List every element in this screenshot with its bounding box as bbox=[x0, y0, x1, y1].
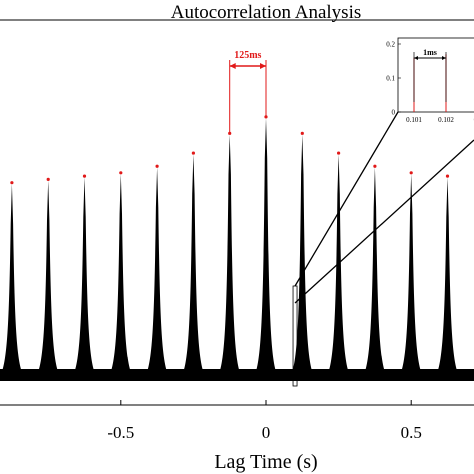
autocorrelation-peak bbox=[214, 134, 245, 381]
autocorrelation-peak bbox=[396, 173, 427, 381]
peak-marker bbox=[409, 171, 413, 175]
autocorrelation-peak bbox=[178, 154, 209, 381]
chart-title: Autocorrelation Analysis bbox=[171, 2, 362, 23]
annotation-label: 125ms bbox=[234, 50, 261, 61]
inset-annotation-label: 1ms bbox=[423, 48, 437, 57]
peak-marker bbox=[10, 181, 14, 185]
inset-frame bbox=[397, 37, 474, 113]
annotation-arrow-left bbox=[229, 63, 236, 69]
peak-marker bbox=[337, 151, 341, 155]
main-plot-area: -0.5 0 0.5 125ms bbox=[0, 19, 474, 442]
x-tick-label: 0 bbox=[262, 423, 271, 442]
peak-marker bbox=[373, 164, 377, 168]
zoom-connector-top bbox=[294, 111, 399, 287]
autocorrelation-peak bbox=[359, 167, 390, 381]
inset-annotation-arrow-right bbox=[442, 56, 446, 60]
x-tick-label: 0.5 bbox=[401, 423, 422, 442]
zoom-connector-bottom bbox=[294, 139, 474, 304]
x-axis-label: Lag Time (s) bbox=[214, 451, 317, 473]
inset-y-tick-label: 0.2 bbox=[386, 41, 395, 49]
inset-annotation-arrow-left bbox=[414, 56, 418, 60]
autocorrelation-peak bbox=[142, 167, 173, 381]
inset-y-tick-label: 0.1 bbox=[386, 75, 395, 83]
autocorrelation-peak bbox=[105, 173, 136, 381]
autocorrelation-peak bbox=[432, 177, 463, 381]
inset-y-tick-label: 0 bbox=[392, 109, 396, 117]
inset-x-tick-label: 0.101 bbox=[406, 116, 422, 124]
peak-marker bbox=[155, 164, 159, 168]
peak-marker bbox=[82, 174, 87, 178]
autocorrelation-peak bbox=[251, 117, 281, 381]
peak-marker bbox=[191, 151, 195, 155]
autocorrelation-peak bbox=[323, 154, 354, 381]
peak-marker bbox=[445, 174, 450, 178]
autocorrelation-peak bbox=[0, 183, 27, 381]
peak-marker bbox=[119, 171, 123, 175]
autocorrelation-peak bbox=[287, 134, 318, 381]
autocorrelation-peak bbox=[69, 177, 100, 381]
autocorrelation-peak bbox=[468, 371, 474, 381]
peak-marker bbox=[46, 177, 50, 181]
inset-x-tick-label: 0.102 bbox=[438, 116, 454, 124]
x-tick-label: -0.5 bbox=[107, 423, 134, 442]
autocorrelation-peak bbox=[33, 180, 64, 381]
peak-marker bbox=[300, 131, 304, 135]
annotation-arrow-right bbox=[260, 63, 266, 69]
